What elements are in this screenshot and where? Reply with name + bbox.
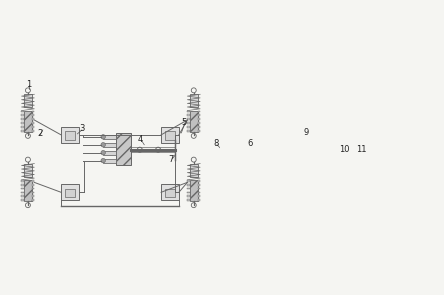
- Bar: [32, 180, 34, 182]
- Bar: [32, 114, 34, 116]
- Bar: [198, 195, 200, 197]
- Text: 11: 11: [356, 145, 366, 154]
- Bar: [187, 199, 190, 201]
- Bar: [198, 122, 200, 124]
- Bar: [103, 159, 116, 163]
- Bar: [187, 130, 190, 132]
- Bar: [21, 184, 24, 186]
- Bar: [187, 195, 190, 197]
- Bar: [187, 191, 190, 193]
- Bar: [65, 131, 75, 140]
- Text: 8: 8: [214, 139, 219, 148]
- Bar: [187, 188, 190, 189]
- Bar: [165, 131, 175, 140]
- Bar: [21, 122, 24, 124]
- Bar: [103, 151, 116, 155]
- Text: 9: 9: [304, 128, 309, 137]
- Text: 2: 2: [37, 130, 43, 138]
- Bar: [32, 122, 34, 124]
- Bar: [24, 164, 32, 177]
- Bar: [24, 180, 32, 201]
- Bar: [24, 111, 32, 132]
- Bar: [24, 94, 32, 107]
- Bar: [32, 130, 34, 132]
- Bar: [21, 114, 24, 116]
- Text: 3: 3: [79, 124, 84, 133]
- Bar: [103, 135, 116, 139]
- Bar: [190, 111, 198, 132]
- Bar: [161, 127, 179, 143]
- Bar: [190, 164, 198, 177]
- Bar: [32, 126, 34, 128]
- Text: 7: 7: [169, 155, 174, 164]
- Bar: [161, 184, 179, 200]
- Bar: [32, 188, 34, 189]
- Bar: [198, 114, 200, 116]
- Bar: [198, 130, 200, 132]
- Circle shape: [101, 150, 105, 155]
- Text: 1: 1: [26, 80, 32, 89]
- Bar: [187, 126, 190, 128]
- Bar: [21, 180, 24, 182]
- Bar: [21, 126, 24, 128]
- Bar: [21, 188, 24, 189]
- Text: 6: 6: [247, 139, 252, 148]
- Bar: [32, 191, 34, 193]
- Bar: [21, 111, 24, 112]
- Bar: [65, 189, 75, 197]
- Bar: [165, 189, 175, 197]
- Bar: [61, 127, 79, 143]
- Bar: [187, 122, 190, 124]
- Bar: [198, 126, 200, 128]
- Bar: [21, 199, 24, 201]
- Text: 4: 4: [138, 135, 143, 144]
- Bar: [21, 195, 24, 197]
- Bar: [21, 118, 24, 120]
- Bar: [32, 118, 34, 120]
- Bar: [187, 184, 190, 186]
- Bar: [32, 195, 34, 197]
- Bar: [103, 143, 116, 147]
- Bar: [187, 111, 190, 112]
- Bar: [32, 199, 34, 201]
- Bar: [61, 184, 79, 200]
- Bar: [198, 188, 200, 189]
- Bar: [116, 133, 131, 165]
- Text: 10: 10: [340, 145, 350, 154]
- Circle shape: [101, 142, 105, 147]
- Bar: [198, 191, 200, 193]
- Bar: [32, 111, 34, 112]
- Bar: [198, 180, 200, 182]
- Circle shape: [101, 135, 105, 139]
- Bar: [198, 184, 200, 186]
- Bar: [187, 118, 190, 120]
- Bar: [190, 94, 198, 107]
- Bar: [198, 199, 200, 201]
- Circle shape: [101, 158, 105, 163]
- Bar: [187, 180, 190, 182]
- Text: 5: 5: [181, 117, 186, 127]
- Bar: [198, 118, 200, 120]
- Bar: [21, 191, 24, 193]
- Bar: [32, 184, 34, 186]
- Bar: [21, 130, 24, 132]
- Bar: [190, 180, 198, 201]
- Bar: [187, 114, 190, 116]
- Bar: [198, 111, 200, 112]
